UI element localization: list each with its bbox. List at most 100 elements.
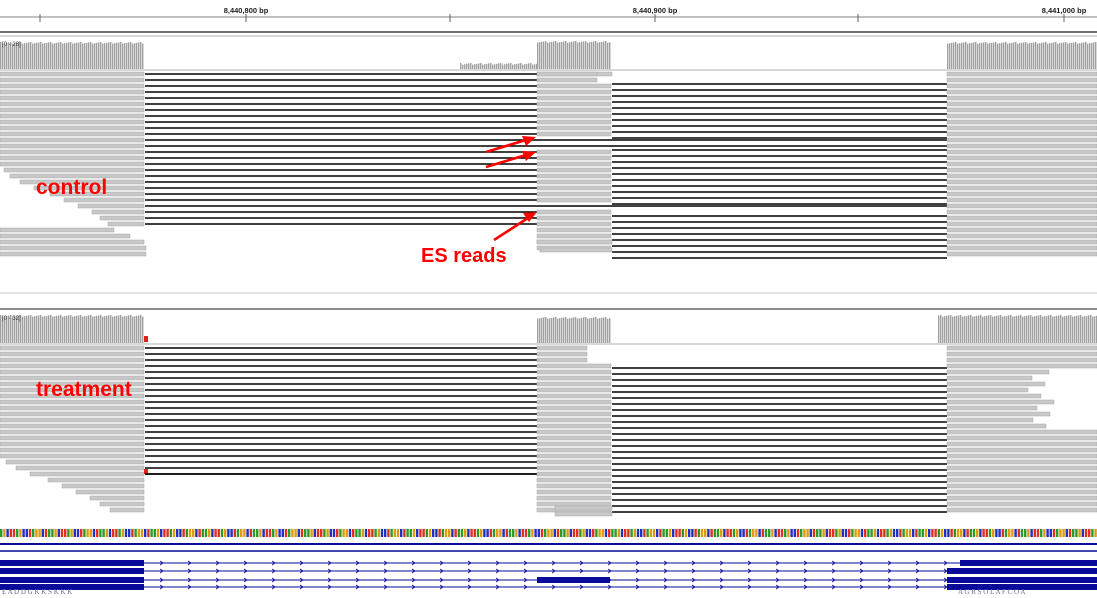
base-mark <box>1014 529 1017 537</box>
coverage-bar <box>10 42 12 69</box>
ruler-tick-label: 8,440,900 bp <box>633 6 678 15</box>
base-mark <box>1052 529 1056 537</box>
read <box>946 357 1097 363</box>
read <box>536 155 612 161</box>
base-mark <box>761 529 764 537</box>
coverage-bar <box>597 318 599 343</box>
base-mark <box>188 529 192 537</box>
coverage-bar <box>537 42 539 69</box>
read <box>536 381 612 387</box>
base-mark <box>1075 529 1078 537</box>
base-mark <box>364 529 368 537</box>
base-mark <box>124 529 128 537</box>
coordinate-ruler[interactable]: 8,440,800 bp 8,440,900 bp 8,441,000 bp <box>0 6 1097 22</box>
base-mark <box>368 529 371 537</box>
coverage-bar <box>90 42 92 69</box>
read <box>536 483 612 489</box>
base-mark <box>787 529 790 537</box>
coverage-bar <box>585 317 587 343</box>
base-mark <box>131 529 134 537</box>
base-mark <box>707 529 710 537</box>
base-mark <box>505 529 508 537</box>
coverage-bar <box>1008 315 1010 343</box>
base-mark <box>835 529 838 537</box>
coverage-bar <box>1045 42 1047 69</box>
read <box>536 369 612 375</box>
treatment-coverage-track[interactable] <box>0 315 1097 345</box>
base-mark <box>243 529 246 537</box>
strand-arrow-icon <box>355 568 360 574</box>
base-mark <box>1084 529 1088 537</box>
base-mark <box>873 529 876 537</box>
base-mark <box>1011 529 1014 537</box>
base-mark <box>1062 529 1065 537</box>
strand-arrow-icon <box>439 577 444 583</box>
coverage-bar <box>1077 43 1079 69</box>
coverage-bar <box>559 42 561 69</box>
coverage-bar <box>1088 315 1090 343</box>
coverage-bar <box>1084 316 1086 343</box>
base-mark <box>515 529 518 537</box>
base-mark <box>240 529 243 537</box>
base-mark <box>947 529 950 537</box>
coverage-bar <box>1083 42 1085 69</box>
read <box>0 447 145 453</box>
base-mark <box>992 529 995 537</box>
read <box>75 489 145 495</box>
strand-arrow-icon <box>719 568 724 574</box>
coverage-bar <box>970 315 972 343</box>
base-mark <box>1072 529 1075 537</box>
coverage-bar <box>22 316 24 343</box>
base-mark <box>886 529 889 537</box>
read <box>77 203 145 209</box>
coverage-bar <box>106 315 108 343</box>
base-mark <box>758 529 761 537</box>
base-mark <box>1008 529 1011 537</box>
treatment-alignment-track[interactable] <box>0 345 1097 517</box>
read <box>0 89 145 95</box>
coverage-bar <box>1005 42 1007 69</box>
coverage-bar <box>516 63 518 69</box>
coverage-bar <box>971 42 973 69</box>
read <box>946 417 1034 423</box>
coverage-bar <box>70 315 72 343</box>
read <box>0 351 145 357</box>
strand-arrow-icon <box>243 577 248 583</box>
strand-arrow-icon <box>439 560 444 566</box>
strand-arrow-icon <box>523 584 528 590</box>
read <box>536 95 612 101</box>
base-mark <box>585 529 588 537</box>
read <box>946 351 1097 357</box>
coverage-bar <box>1067 43 1069 69</box>
base-mark <box>172 529 176 537</box>
strand-arrow-icon <box>159 577 164 583</box>
base-mark <box>752 529 755 537</box>
coverage-bar <box>589 318 591 343</box>
strand-arrow-icon <box>607 560 612 566</box>
coverage-bar <box>518 63 520 69</box>
strand-arrow-icon <box>943 577 948 583</box>
base-mark <box>755 529 758 537</box>
sequence-track[interactable] <box>0 529 1097 537</box>
control-alignment-track[interactable] <box>0 71 1097 259</box>
coverage-bar <box>48 315 50 343</box>
base-mark <box>675 529 678 537</box>
strand-arrow-icon <box>1083 577 1088 583</box>
coverage-bar <box>587 42 589 69</box>
base-mark <box>867 529 870 537</box>
base-mark <box>1001 529 1004 537</box>
base-mark <box>380 529 384 537</box>
read <box>0 405 145 411</box>
control-coverage-track[interactable] <box>0 41 1097 71</box>
base-mark <box>44 529 48 537</box>
read <box>946 101 1097 107</box>
strand-arrow-icon <box>271 584 276 590</box>
gene-annotation-track[interactable] <box>0 543 1097 590</box>
read <box>946 435 1097 441</box>
coverage-bar <box>16 315 18 343</box>
base-mark <box>652 529 656 537</box>
coverage-bar <box>70 42 72 69</box>
read <box>0 149 145 155</box>
base-mark <box>41 529 44 537</box>
